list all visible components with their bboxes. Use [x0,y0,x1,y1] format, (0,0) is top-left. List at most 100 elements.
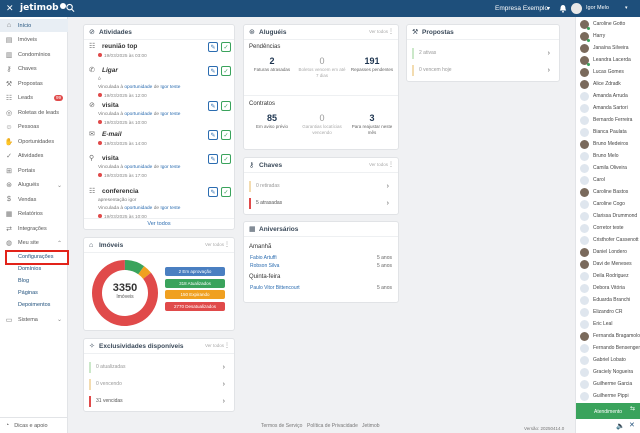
opportunity-link[interactable]: oportunidade [124,85,153,90]
complete-activity-button[interactable]: ✓ [221,101,231,111]
user-list-item[interactable]: Camila Oliveira [576,162,640,174]
property-status-pill[interactable]: 2770 Desatualizados [165,301,225,311]
sidebar-item-7[interactable]: ☺ Pessoas [0,121,68,134]
property-status-pill[interactable]: 150 Expirando [165,290,225,299]
company-chevron-icon[interactable]: ▾ [547,6,551,12]
chevron-right-icon[interactable]: › [386,200,389,207]
sidebar-item-3[interactable]: ⚷ Chaves [0,63,68,76]
chevron-right-icon[interactable]: › [222,381,225,388]
property-status-pill[interactable]: 2 Em aprovação [165,267,225,276]
sidebar-item-14[interactable]: ⇄ Integrações [0,222,68,235]
user-list-item[interactable]: Davi de Meneses [576,258,640,270]
birthday-person-link[interactable]: Fabio Artuffi [250,255,277,261]
complete-activity-button[interactable]: ✓ [221,154,231,164]
edit-activity-button[interactable]: ✎ [208,101,218,111]
sidebar-item-1[interactable]: ▤ Imóveis [0,34,68,47]
exclusive-row[interactable]: 31 vencidas › [89,396,229,407]
user-list-item[interactable]: Janaína Silveira [576,42,640,54]
person-link[interactable]: Igor teste [160,85,181,90]
sidebar-item-8[interactable]: ✋ Oportunidades [0,135,68,148]
user-list-item[interactable]: Fernanda Bragamolo [576,330,640,342]
rentals-see-all-link[interactable]: Ver todos [368,29,388,34]
keys-see-all-link[interactable]: Ver todos [368,162,388,167]
user-list-item[interactable]: Guilherme Garcia [576,378,640,390]
company-selector[interactable]: Empresa Exemplo [495,5,549,12]
sidebar-item-15[interactable]: ◍ Meu site ⌃ [0,237,68,250]
keys-row[interactable]: 5 atrasadas › [249,198,393,209]
birthday-person-link[interactable]: Robson Silva [250,263,280,269]
user-list-item[interactable]: Eric Leal [576,318,640,330]
close-menu-icon[interactable]: ✕ [6,3,14,13]
edit-activity-button[interactable]: ✎ [208,42,218,52]
exclusive-row[interactable]: 0 atualizadas › [89,362,229,373]
user-list-item[interactable]: Amanda Arruda [576,90,640,102]
activity-title[interactable]: E-mail [102,131,122,138]
activity-title[interactable]: conferencia [102,188,139,195]
activity-title[interactable]: reunião top [102,43,138,50]
footer-privacy-link[interactable]: Política de Privacidade [307,423,358,429]
user-list-item[interactable]: Corretor teste [576,222,640,234]
exclusives-menu-icon[interactable]: ⋮ [224,343,230,349]
chevron-right-icon[interactable]: › [386,183,389,190]
user-list-item[interactable]: Amanda Sartori [576,102,640,114]
contract-metric[interactable]: 0 Garantias locatícias vencendo [298,113,346,135]
brand-logo[interactable]: jetimob [20,3,66,13]
property-status-pill[interactable]: 318 Atualizados [165,278,225,288]
complete-activity-button[interactable]: ✓ [221,66,231,76]
activity-title[interactable]: Ligar [102,67,118,74]
user-list-item[interactable]: Caroline Bastos [576,186,640,198]
properties-menu-icon[interactable]: ⋮ [224,242,230,248]
opportunity-link[interactable]: oportunidade [124,165,153,170]
sidebar-item-4[interactable]: ⚒ Propostas [0,77,68,90]
rentals-menu-icon[interactable]: ⋮ [388,29,394,35]
contract-metric[interactable]: 85 Em aviso prévio [248,113,296,130]
edit-activity-button[interactable]: ✎ [208,187,218,197]
user-list-item[interactable]: Carol [576,174,640,186]
sidebar-item-5[interactable]: ☷ Leads 99 [0,92,68,105]
chevron-down-icon[interactable]: ⌄ [56,317,62,323]
site-sub-item-3[interactable]: Páginas [18,290,38,296]
edit-activity-button[interactable]: ✎ [208,66,218,76]
footer-terms-link[interactable]: Termos de Serviço [261,423,303,429]
user-list-item[interactable]: Debora Vitória [576,282,640,294]
user-list-item[interactable]: Graciely Nogueira [576,366,640,378]
bell-icon[interactable] [559,4,567,13]
user-list-item[interactable]: Lucas Gomes [576,66,640,78]
sidebar-item-0[interactable]: ⌂ Início [0,19,68,32]
chevron-right-icon[interactable]: › [222,364,225,371]
site-sub-item-0[interactable]: Configurações [5,250,69,265]
keys-menu-icon[interactable]: ⋮ [388,162,394,168]
user-list-item[interactable]: Clarissa Drummond [576,210,640,222]
site-sub-item-1[interactable]: Domínios [18,266,42,272]
user-list-item[interactable]: Guilherme Pippi [576,390,640,402]
attendance-arrow-icon[interactable]: ⇆ [629,406,635,412]
person-link[interactable]: Igor teste [160,112,181,117]
exclusives-see-all-link[interactable]: Ver todos [204,343,224,348]
user-list-item[interactable]: Elizandro CR [576,306,640,318]
sidebar-item-10[interactable]: ⊞ Portais [0,164,68,177]
sidebar-item-13[interactable]: ▦ Relatórios [0,208,68,221]
sidebar-item-12[interactable]: $ Vendas [0,193,68,206]
pending-metric[interactable]: 0 Boletos vencem em até 7 dias [298,56,346,78]
user-list-item[interactable]: Gabriel Lobato [576,354,640,366]
sidebar-item-system[interactable]: ▭ Sistema ⌄ [0,313,68,326]
edit-activity-button[interactable]: ✎ [208,154,218,164]
user-list-item[interactable]: Caroline Gotto [576,18,640,30]
chevron-right-icon[interactable]: › [547,67,550,74]
user-list-item[interactable]: Bruno Medeiros [576,138,640,150]
user-avatar[interactable] [571,3,582,14]
sidebar-item-6[interactable]: ◎ Roletas de leads [0,106,68,119]
user-list-item[interactable]: Caroline Cogo [576,198,640,210]
complete-activity-button[interactable]: ✓ [221,187,231,197]
opportunity-link[interactable]: oportunidade [124,206,153,211]
user-list-item[interactable]: Daniel Londero [576,246,640,258]
user-list-item[interactable]: Alice Zdradk [576,78,640,90]
see-all-activities-link[interactable]: Ver todos [147,221,171,227]
user-list-item[interactable]: Leandra Lacerda [576,54,640,66]
attendance-button[interactable]: Atendimento [594,409,623,415]
proposals-row[interactable]: 0 vencem hoje › [412,65,554,76]
activity-title[interactable]: visita [102,102,119,109]
user-list-item[interactable]: Eduarda Branchi [576,294,640,306]
opportunity-link[interactable]: oportunidade [124,112,153,117]
search-icon[interactable] [66,3,75,13]
